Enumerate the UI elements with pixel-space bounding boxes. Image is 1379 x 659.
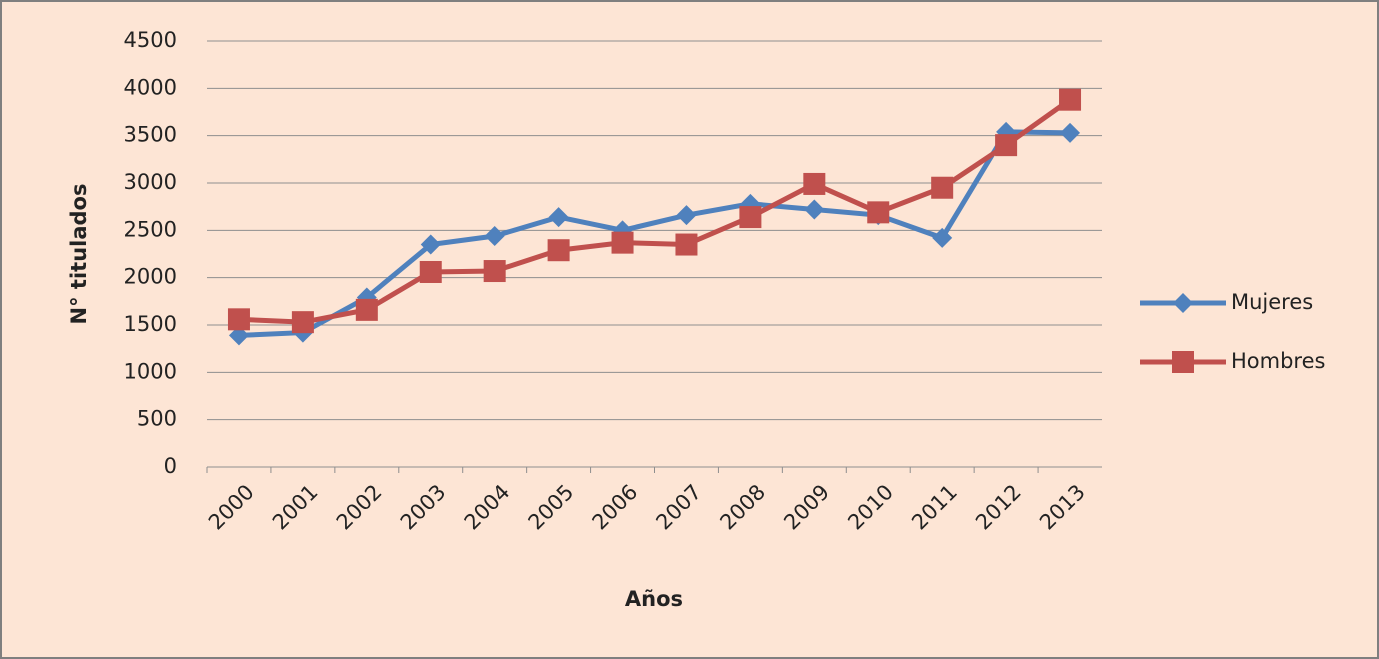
data-point [484, 226, 505, 247]
series-line [238, 129, 1071, 338]
data-point [291, 311, 314, 334]
y-tick-label: 1000 [124, 359, 177, 383]
data-point [675, 233, 698, 256]
data-point [931, 176, 954, 199]
y-tick-label: 4000 [124, 75, 177, 99]
y-tick-label: 2500 [124, 217, 177, 241]
data-point [676, 205, 697, 226]
legend-marker [1172, 351, 1194, 373]
y-tick-label: 0 [164, 454, 177, 478]
legend-label: Hombres [1231, 349, 1325, 373]
y-tick-label: 2000 [124, 265, 177, 289]
data-point [547, 239, 570, 262]
data-point [867, 201, 890, 224]
x-axis-title: Años [625, 587, 683, 611]
y-tick-label: 1500 [124, 312, 177, 336]
data-point [611, 231, 634, 254]
data-point [1059, 88, 1082, 111]
y-tick-label: 3500 [124, 123, 177, 147]
data-point [932, 227, 953, 248]
data-point [803, 172, 826, 195]
data-point [548, 207, 569, 228]
data-point [227, 308, 250, 331]
data-point [228, 325, 249, 346]
legend-label: Mujeres [1231, 290, 1313, 314]
data-point [355, 298, 378, 321]
data-point [1060, 122, 1081, 143]
legend-marker [1173, 293, 1193, 313]
y-tick-label: 4500 [124, 28, 177, 52]
data-point [995, 134, 1018, 157]
y-axis-title: N° titulados [67, 184, 91, 325]
y-tick-label: 500 [137, 407, 177, 431]
data-point [739, 206, 762, 229]
y-tick-label: 3000 [124, 170, 177, 194]
data-point [483, 260, 506, 283]
data-point [420, 234, 441, 255]
data-point [804, 199, 825, 220]
data-point [419, 260, 442, 283]
